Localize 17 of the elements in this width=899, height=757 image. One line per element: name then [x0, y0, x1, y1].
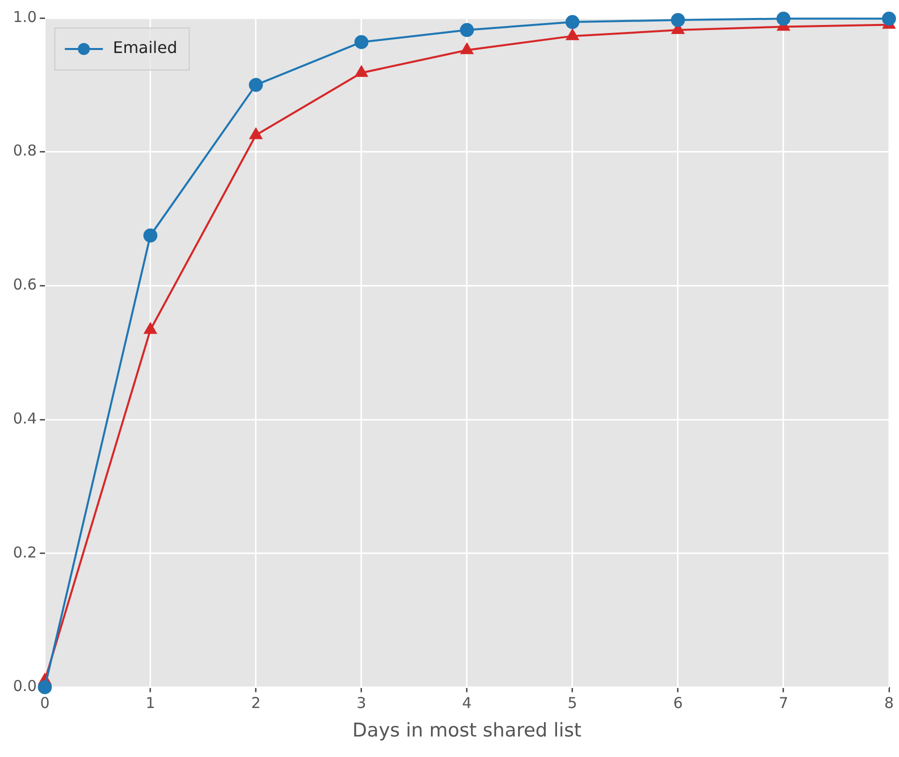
- y-tick-label: 0.6: [12, 276, 37, 294]
- x-tick-label: 7: [778, 694, 788, 712]
- x-tick-label: 5: [568, 694, 578, 712]
- legend-label: Emailed: [112, 38, 178, 58]
- x-tick-label: 1: [146, 694, 156, 712]
- y-tick-label: 1.0: [12, 8, 37, 26]
- x-tick-label: 2: [251, 694, 261, 712]
- y-tick-label: 0.4: [12, 409, 37, 428]
- x-tick-label: 8: [884, 694, 894, 712]
- x-tick-label: 6: [673, 694, 683, 712]
- x-tick-label: 4: [462, 694, 472, 712]
- y-tick-label: 0.8: [12, 142, 37, 160]
- y-tick-label: 0.2: [12, 543, 37, 562]
- x-tick-label: 0: [40, 694, 50, 712]
- y-tick-label: 0.0: [12, 677, 37, 696]
- x-axis-title: Days in most shared list: [352, 720, 582, 742]
- x-tick-label: 3: [356, 694, 366, 712]
